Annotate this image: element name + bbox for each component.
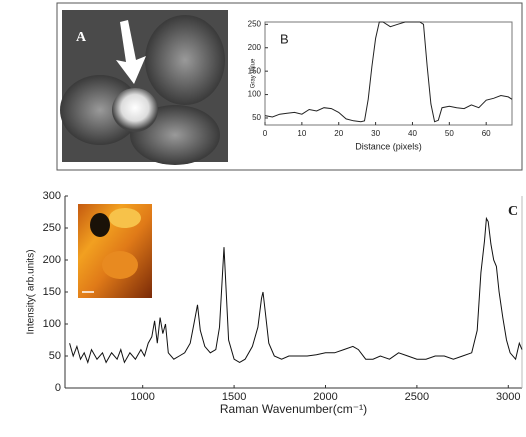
y-axis-label: Intensity( arb.units) [26, 249, 37, 334]
x-tick-label: 3000 [496, 391, 520, 403]
y-tick-label: 150 [248, 66, 262, 75]
y-tick-label: 50 [49, 350, 61, 362]
x-tick-label: 60 [482, 129, 491, 138]
y-axis-label: Gray Value [251, 58, 257, 88]
x-axis-label: Distance (pixels) [355, 141, 422, 151]
x-tick-label: 2000 [313, 391, 337, 403]
panel-label: A [76, 30, 87, 45]
y-tick-label: 200 [43, 254, 61, 266]
y-tick-label: 100 [248, 90, 262, 99]
data-line [264, 21, 513, 123]
x-axis-label: Raman Wavenumber(cm⁻¹) [220, 402, 367, 416]
y-tick-label: 150 [43, 286, 61, 298]
y-tick-label: 250 [248, 19, 262, 28]
data-line [69, 216, 523, 364]
panel-label: B [280, 31, 289, 46]
x-tick-label: 2500 [405, 391, 429, 403]
x-tick-label: 10 [297, 129, 306, 138]
panel-a-image: A [60, 10, 228, 165]
x-tick-label: 40 [408, 129, 417, 138]
y-tick-label: 50 [252, 113, 261, 122]
x-tick-label: 0 [263, 129, 268, 138]
x-tick-label: 1500 [222, 391, 246, 403]
top-panel-frame [56, 2, 523, 171]
inset-image [78, 204, 152, 298]
x-tick-label: 20 [334, 129, 343, 138]
panel-label: C [508, 204, 518, 219]
x-tick-label: 30 [371, 129, 380, 138]
y-tick-label: 0 [55, 382, 61, 394]
x-tick-label: 1000 [130, 391, 154, 403]
y-tick-label: 200 [248, 43, 262, 52]
y-tick-label: 250 [43, 222, 61, 234]
y-tick-label: 100 [43, 318, 61, 330]
x-tick-label: 50 [445, 129, 454, 138]
plot-frame [264, 21, 513, 126]
y-tick-label: 300 [43, 190, 61, 202]
